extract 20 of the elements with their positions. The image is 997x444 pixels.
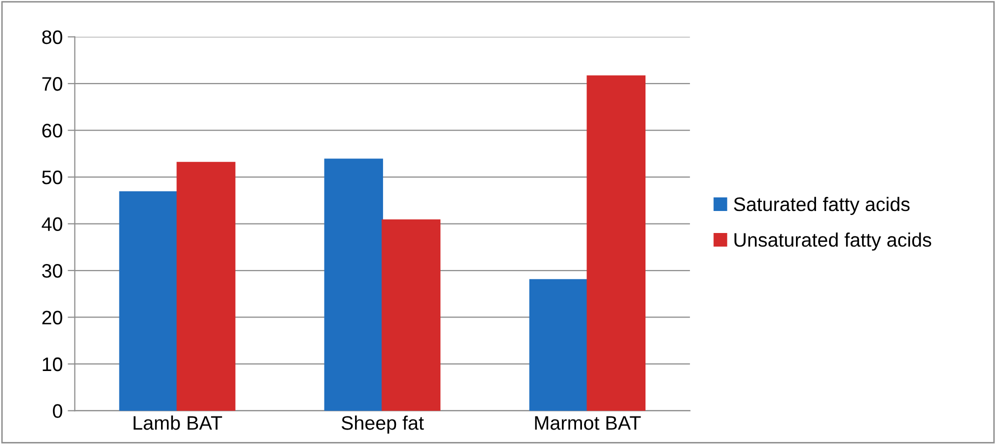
y-tick-label: 0: [52, 404, 62, 418]
x-tick-label: Lamb BAT: [134, 416, 222, 430]
x-tick-label: Sheep fat: [342, 416, 424, 434]
legend-label: Unsaturated fatty acids: [734, 232, 932, 251]
y-tick-label: 50: [42, 170, 62, 184]
bar: [529, 279, 588, 411]
x-tick-label: Marmot BAT: [535, 416, 641, 430]
y-tick-label: 10: [42, 357, 62, 372]
bar: [119, 191, 178, 411]
legend-label: Saturated fatty acids: [734, 196, 910, 216]
y-tick-label: 40: [42, 217, 62, 232]
y-tick-label: 80: [42, 30, 62, 44]
bar: [382, 219, 440, 411]
y-tick-label: 20: [42, 310, 62, 324]
y-tick-label: 60: [42, 124, 62, 138]
bar: [324, 158, 384, 411]
bar: [176, 162, 236, 411]
bar: [586, 75, 646, 411]
y-tick-label: 30: [42, 264, 62, 278]
y-tick-label: 70: [42, 77, 62, 91]
